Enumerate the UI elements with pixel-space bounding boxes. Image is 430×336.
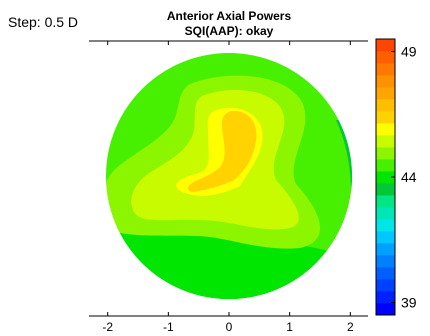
colorbar-segment (376, 291, 395, 304)
colorbar: 49 44 39 (375, 38, 417, 316)
colorbar-tick-label: 39 (401, 294, 417, 310)
colorbar-segment (376, 87, 395, 100)
colorbar-segment (376, 63, 395, 76)
colorbar-tick-label: 49 (401, 44, 417, 60)
colorbar-segment (376, 303, 395, 316)
colorbar-segment (376, 171, 395, 184)
colorbar-segment (376, 219, 395, 232)
power-map (106, 53, 352, 299)
colorbar-segment (376, 255, 395, 268)
colorbar-segment (376, 111, 395, 124)
colorbar-segment (376, 135, 395, 148)
x-axis: -2 -1 0 1 2 (89, 40, 368, 334)
chart-title: Anterior Axial Powers (167, 9, 292, 23)
colorbar-segment (376, 231, 395, 244)
x-tick-label: 2 (347, 320, 354, 334)
region-peak (188, 110, 257, 192)
chart-subtitle: SQI(AAP): okay (185, 24, 274, 38)
colorbar-tick-label: 44 (401, 169, 417, 185)
colorbar-segment (376, 51, 395, 64)
colorbar-segment (376, 279, 395, 292)
x-tick-label: -1 (163, 320, 174, 334)
colorbar-segment (376, 195, 395, 208)
colorbar-segment (376, 75, 395, 88)
x-tick-label: -2 (102, 320, 113, 334)
colorbar-segment (376, 39, 395, 52)
colorbar-segment (376, 159, 395, 172)
x-tick-label: 0 (226, 320, 233, 334)
colorbar-segment (376, 267, 395, 280)
step-label: Step: 0.5 D (8, 14, 78, 30)
colorbar-segment (376, 147, 395, 160)
colorbar-segment (376, 183, 395, 196)
colorbar-segment (376, 99, 395, 112)
colorbar-segment (376, 123, 395, 136)
colorbar-segment (376, 207, 395, 220)
x-tick-label: 1 (286, 320, 293, 334)
colorbar-segment (376, 243, 395, 256)
